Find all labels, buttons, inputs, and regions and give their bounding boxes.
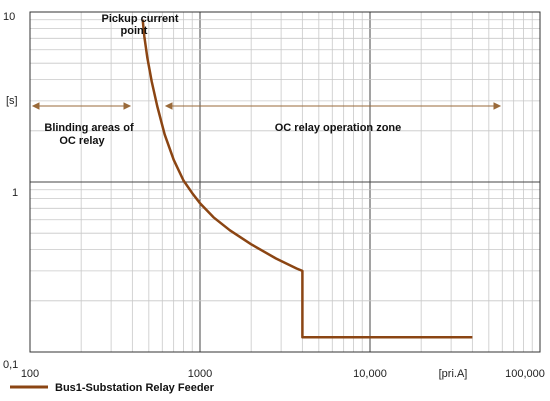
blinding-annotation-line2: OC relay [59,135,105,147]
operation-zone-annotation: OC relay operation zone [275,122,402,134]
legend-label: Bus1-Substation Relay Feeder [55,382,215,394]
y-tick-label-0-1: 0,1 [3,359,18,371]
y-unit-label: [s] [6,95,18,107]
blinding-area-arrow [31,102,132,110]
x-unit-label: [pri.A] [439,368,468,380]
blinding-annotation-line1: Blinding areas of [44,122,134,134]
grid-lines [29,12,540,353]
y-tick-label-1: 1 [12,187,18,199]
pickup-annotation-line2: point [121,25,148,37]
x-tick-label-10000: 10,000 [353,368,387,380]
x-tick-label-100: 100 [21,368,39,380]
pickup-annotation-line1: Pickup current [101,13,178,25]
plot-frame [29,11,541,353]
series-line-bus1-substation-relay-feeder [141,19,473,339]
x-tick-label-100000: 100,000 [505,368,545,380]
x-tick-label-1000: 1000 [188,368,212,380]
operation-zone-arrow [164,102,502,110]
y-tick-label-10: 10 [3,11,15,23]
legend: Bus1-Substation Relay Feeder [10,382,215,394]
